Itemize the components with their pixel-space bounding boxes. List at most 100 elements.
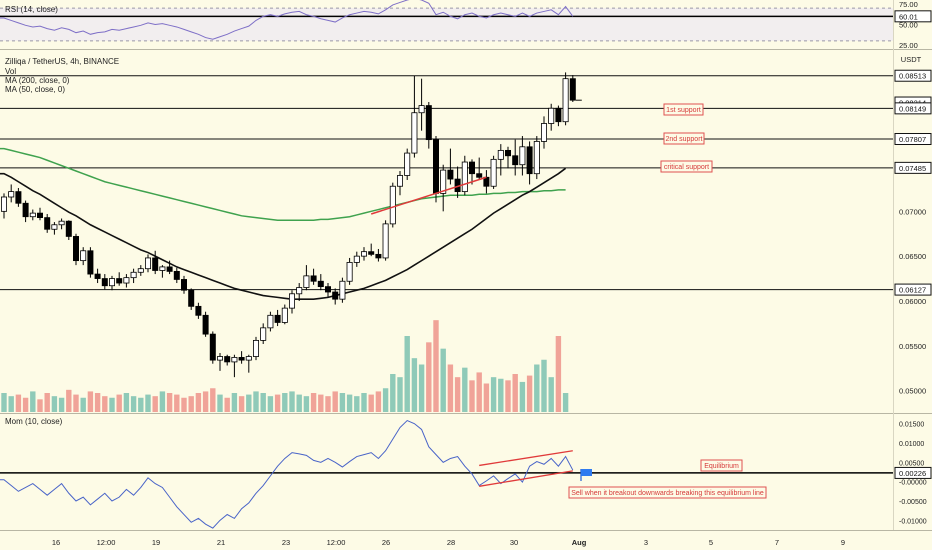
volume-bar — [562, 393, 569, 412]
momentum-pane: Mom (10, close) Equilibrium Sell when it… — [0, 417, 932, 529]
volume-bar — [224, 397, 230, 412]
rising-trend-line — [370, 176, 487, 215]
candle-body — [555, 107, 562, 123]
candle-body — [231, 357, 238, 363]
volume-bar — [447, 364, 454, 412]
price-tick-label: 0.05500 — [899, 342, 926, 351]
volume-bar — [44, 393, 50, 412]
annotation-1st-support-text: 1st support — [666, 107, 701, 114]
candle-body — [317, 280, 324, 288]
annotation-critical-support[interactable]: critical support — [660, 160, 713, 173]
time-tick-label: 19 — [152, 538, 160, 547]
volume-bar — [231, 393, 238, 412]
candle-body — [389, 185, 396, 225]
volume-bar — [181, 397, 187, 412]
annotation-sell-note[interactable]: Sell when it breakout downwards breaking… — [568, 486, 767, 499]
volume-bar — [145, 394, 151, 412]
candle-body — [569, 78, 576, 101]
candle-body — [87, 250, 94, 275]
rsi-value-box — [894, 10, 932, 23]
candle-body — [562, 78, 569, 123]
volume-bar — [1, 393, 7, 412]
price-label-box — [894, 69, 932, 82]
rsi-value-label: 60.01 — [894, 10, 932, 23]
candle-body — [123, 277, 130, 284]
price-label-box — [894, 161, 932, 174]
candle-body — [101, 278, 108, 287]
candle-body — [238, 357, 245, 361]
volume-bar — [58, 397, 65, 412]
annotation-2nd-support[interactable]: 2nd support — [663, 132, 705, 145]
candle-body — [375, 253, 382, 259]
candle-body — [360, 251, 367, 257]
volume-bar — [555, 336, 562, 412]
annotation-equilibrium[interactable]: Equilibrium — [700, 459, 743, 472]
rsi-series-line — [0, 0, 574, 40]
volume-bar — [339, 393, 346, 412]
price-level-label: 0.07485 — [894, 161, 932, 174]
candle-body — [166, 266, 173, 272]
ma50-label: MA (50, close, 0) — [5, 85, 65, 94]
volume-bar — [87, 391, 94, 412]
momentum-tick-label: 0.01500 — [899, 422, 924, 429]
candle-body — [80, 250, 87, 262]
candle-body — [396, 175, 403, 187]
time-tick-label: Aug — [572, 538, 587, 547]
candle-body — [274, 314, 281, 323]
annotation-sell-note-text: Sell when it breakout downwards breaking… — [571, 490, 764, 497]
volume-bar — [94, 393, 101, 412]
volume-bar — [260, 393, 266, 412]
volume-bar — [454, 377, 461, 412]
candle-body — [73, 236, 80, 262]
candle-body — [116, 278, 123, 284]
volume-bar — [210, 388, 216, 412]
volume-bar — [238, 396, 245, 412]
volume-bar — [483, 383, 490, 412]
candle-body — [152, 257, 159, 271]
volume-bar — [390, 374, 396, 412]
volume-bar — [382, 388, 389, 412]
volume-bar — [519, 381, 526, 412]
time-tick-label: 3 — [644, 538, 648, 547]
time-tick-label: 12:00 — [327, 538, 346, 547]
volume-bar — [159, 391, 166, 412]
candle-body — [346, 262, 353, 282]
volume-bar — [426, 342, 432, 412]
price-label-text: 0.08513 — [899, 72, 926, 81]
candle-body — [44, 217, 51, 230]
candle-body — [267, 314, 274, 329]
price-level-label: 0.08513 — [894, 69, 932, 82]
candle-body — [440, 169, 447, 194]
candle-body — [180, 279, 187, 291]
candle-body — [324, 286, 331, 293]
flag-icon[interactable] — [580, 469, 592, 481]
momentum-channel-upper — [479, 450, 573, 467]
time-tick-label: 23 — [282, 538, 290, 547]
annotation-1st-support[interactable]: 1st support — [663, 103, 704, 116]
volume-bar — [15, 394, 22, 412]
volume-bar — [498, 378, 504, 412]
candle-body — [310, 275, 317, 282]
candle-body — [368, 251, 375, 255]
candle-body — [303, 275, 310, 288]
candle-body — [130, 271, 137, 279]
volume-bar — [418, 364, 425, 412]
volume-bar — [274, 394, 281, 412]
time-tick-label: 9 — [841, 538, 845, 547]
momentum-tick-label: 0.01000 — [899, 441, 924, 448]
price-tick-label: 0.06500 — [899, 252, 926, 261]
volume-bar — [8, 396, 14, 412]
momentum-tick-label: -0.01000 — [899, 518, 927, 525]
momentum-value-label: 0.00226 — [894, 466, 932, 479]
price-axis-labels: 0.085130.0821403:56:260.081490.078070.07… — [894, 69, 932, 296]
candle-body — [504, 149, 511, 157]
volume-bar — [282, 393, 288, 412]
candle-body — [22, 202, 29, 218]
candle-body — [15, 191, 22, 204]
candle-body — [476, 173, 483, 178]
momentum-series-line — [0, 419, 574, 529]
annotation-critical-support-text: critical support — [664, 164, 709, 171]
candle-body — [209, 333, 216, 361]
volume-bar — [368, 394, 374, 412]
volume-bar — [130, 396, 137, 412]
